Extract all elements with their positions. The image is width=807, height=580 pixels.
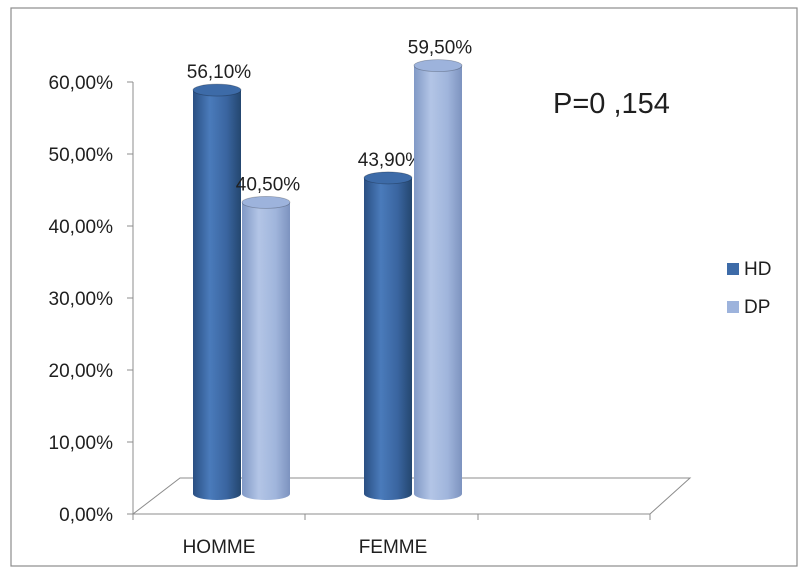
legend-swatch [727, 263, 739, 275]
y-tick-label: 30,00% [49, 289, 114, 310]
y-tick-label: 60,00% [49, 73, 114, 94]
legend: HD DP [727, 259, 771, 318]
bar-dp-femme: 59,50% [408, 38, 473, 500]
p-value-annotation: P=0 ,154 [553, 88, 670, 120]
bar-dp-homme: 40,50% [236, 174, 301, 500]
data-label: 43,90% [358, 150, 423, 171]
legend-item-hd: HD [727, 259, 771, 280]
bar-hd-homme: 56,10% [187, 62, 252, 500]
category-label: HOMME [183, 537, 256, 558]
y-tick-label: 10,00% [49, 433, 114, 454]
y-axis: 0,00% 10,00% 20,00% 30,00% 40,00% 50,00% 60,00… [49, 73, 133, 526]
y-tick-label: 40,00% [49, 217, 114, 238]
category-label: FEMME [359, 537, 428, 558]
legend-label: HD [744, 259, 771, 280]
legend-item-dp: DP [727, 297, 770, 318]
bar-hd-femme: 43,90% [358, 150, 423, 501]
y-tick-label: 20,00% [49, 361, 114, 382]
y-tick-label: 50,00% [49, 145, 114, 166]
data-label: 59,50% [408, 38, 473, 59]
legend-label: DP [744, 297, 770, 318]
bars-group: 56,10% 43,90% 40,50% 59,50% [187, 38, 473, 501]
legend-swatch [727, 301, 739, 313]
y-tick-label: 0,00% [59, 505, 113, 526]
data-label: 56,10% [187, 62, 252, 83]
data-label: 40,50% [236, 174, 301, 195]
x-axis-labels: HOMME FEMME [183, 537, 428, 558]
